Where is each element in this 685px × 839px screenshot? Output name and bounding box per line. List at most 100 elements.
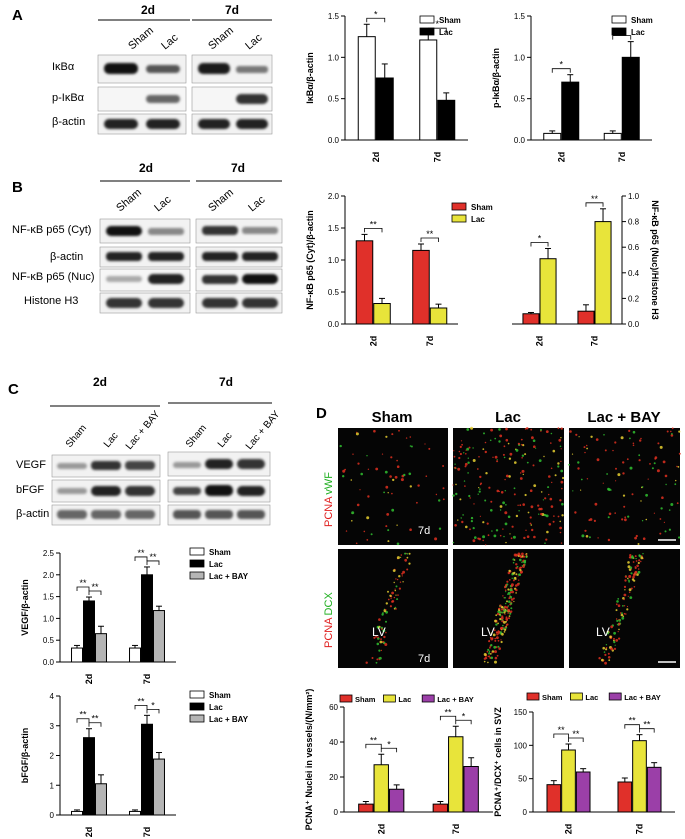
- micrograph-speck: [504, 605, 507, 609]
- micrograph-speck: [404, 558, 408, 562]
- micrograph-speck: [568, 463, 570, 466]
- blot-band: [205, 459, 233, 469]
- micrograph-speck: [400, 554, 403, 556]
- micrograph-speck: [527, 511, 530, 514]
- micrograph-speck: [493, 534, 497, 538]
- micrograph-speck: [454, 466, 457, 469]
- significance-bracket: [76, 718, 90, 723]
- micrograph-speck: [442, 465, 445, 467]
- bar-sham-7d: [129, 810, 142, 816]
- micrograph-speck: [485, 544, 487, 546]
- micrograph-speck: [601, 658, 604, 662]
- micrograph-speck: [406, 556, 409, 559]
- micrograph-speck: [515, 566, 518, 570]
- legend-swatch: [189, 714, 205, 723]
- significance-bracket: [553, 733, 569, 738]
- micrograph-speck: [660, 507, 663, 510]
- micrograph-speck: [466, 447, 470, 451]
- micrograph-speck: [540, 491, 543, 493]
- blot-band: [242, 274, 278, 284]
- micrograph-speck: [605, 647, 608, 649]
- micro-lv-3: LV: [596, 625, 610, 639]
- blot-band: [57, 463, 87, 469]
- significance-bracket: [134, 704, 148, 710]
- micrograph-speck: [593, 519, 597, 523]
- micrograph-speck: [511, 525, 514, 528]
- micrograph-speck: [385, 631, 387, 634]
- micrograph-speck: [580, 489, 582, 491]
- micrograph-speck: [482, 448, 485, 450]
- micrograph-speck: [478, 456, 480, 458]
- legend-swatch: [451, 202, 467, 211]
- micrograph-speck: [391, 600, 394, 603]
- bar-sham-2d: [522, 313, 540, 325]
- legend-label: Lac: [585, 693, 598, 702]
- micrograph-speck: [459, 452, 462, 456]
- micrograph-speck: [518, 579, 520, 581]
- micrograph-speck: [626, 458, 629, 461]
- micrograph-speck: [626, 605, 629, 608]
- micrograph-speck: [487, 661, 489, 664]
- micrograph-speck: [661, 496, 664, 500]
- micrograph-speck: [483, 660, 486, 663]
- y-tick-label: 2.0: [328, 192, 340, 201]
- x-tick-label: 2d: [535, 336, 545, 347]
- micrograph-speck: [649, 463, 651, 465]
- micrograph-speck: [622, 494, 626, 497]
- micrograph-speck: [397, 594, 399, 596]
- micrograph-speck: [608, 659, 611, 662]
- legend-swatch: [608, 692, 622, 701]
- micrograph-speck: [467, 461, 470, 464]
- micrograph-speck: [545, 430, 549, 433]
- y-tick-label: 0.0: [328, 136, 340, 145]
- micrograph-speck: [518, 573, 521, 576]
- x-tick-label: 7d: [425, 336, 435, 347]
- micrograph-speck: [510, 598, 514, 601]
- micrograph-speck: [525, 553, 528, 555]
- micrograph-speck: [384, 470, 388, 474]
- chart-b-cyt: 0.0 0.5 1.0 1.5 2.0 NF-κB p65 (Cyt)/β-actin 2d…: [305, 192, 493, 346]
- micrograph-speck: [508, 615, 511, 617]
- micrograph-speck: [636, 564, 639, 568]
- micrograph-speck: [378, 625, 381, 628]
- micrograph-speck: [666, 430, 669, 433]
- micrograph-speck: [442, 498, 445, 501]
- micrograph-speck: [389, 605, 392, 608]
- micrograph-speck: [624, 579, 627, 582]
- y-tick-label: 100: [514, 741, 528, 750]
- micrograph-speck: [520, 472, 522, 474]
- micrograph-speck: [678, 430, 681, 433]
- micrograph-speck: [494, 455, 498, 459]
- micrograph-speck: [630, 587, 633, 590]
- micrograph-speck: [604, 449, 607, 452]
- micrograph-speck: [571, 453, 574, 455]
- blot-band: [104, 63, 138, 74]
- micrograph-speck: [515, 588, 518, 592]
- micrograph-speck: [509, 612, 512, 615]
- micrograph-speck: [521, 454, 525, 457]
- significance-label: *: [559, 60, 563, 70]
- y-tick-label: 1.0: [514, 53, 526, 62]
- micrograph-speck: [641, 520, 644, 522]
- blot-a-lane-3: Sham: [206, 25, 236, 53]
- micrograph-speck: [379, 640, 383, 644]
- micrograph-speck: [497, 639, 500, 642]
- blot-c-time-2d: 2d: [93, 375, 107, 389]
- micrograph-speck: [614, 512, 616, 514]
- micrograph-speck: [519, 504, 522, 507]
- micrograph-speck: [523, 536, 526, 540]
- micrograph-speck: [607, 652, 610, 655]
- bar-lac-bay-7d: [463, 766, 479, 813]
- micrograph-speck: [632, 430, 636, 434]
- legend-swatch: [611, 27, 627, 36]
- y-tick-label: 0.0: [43, 658, 55, 667]
- micrograph-speck: [500, 640, 503, 644]
- micrograph-speck: [521, 561, 523, 563]
- micrograph-speck: [467, 457, 469, 459]
- micrograph-speck: [641, 486, 644, 488]
- micrograph-tile: [338, 428, 448, 545]
- micrograph-speck: [487, 534, 490, 537]
- micrograph-speck: [478, 487, 480, 489]
- y-tick-label: 2: [50, 752, 55, 761]
- micrograph-speck: [404, 552, 407, 555]
